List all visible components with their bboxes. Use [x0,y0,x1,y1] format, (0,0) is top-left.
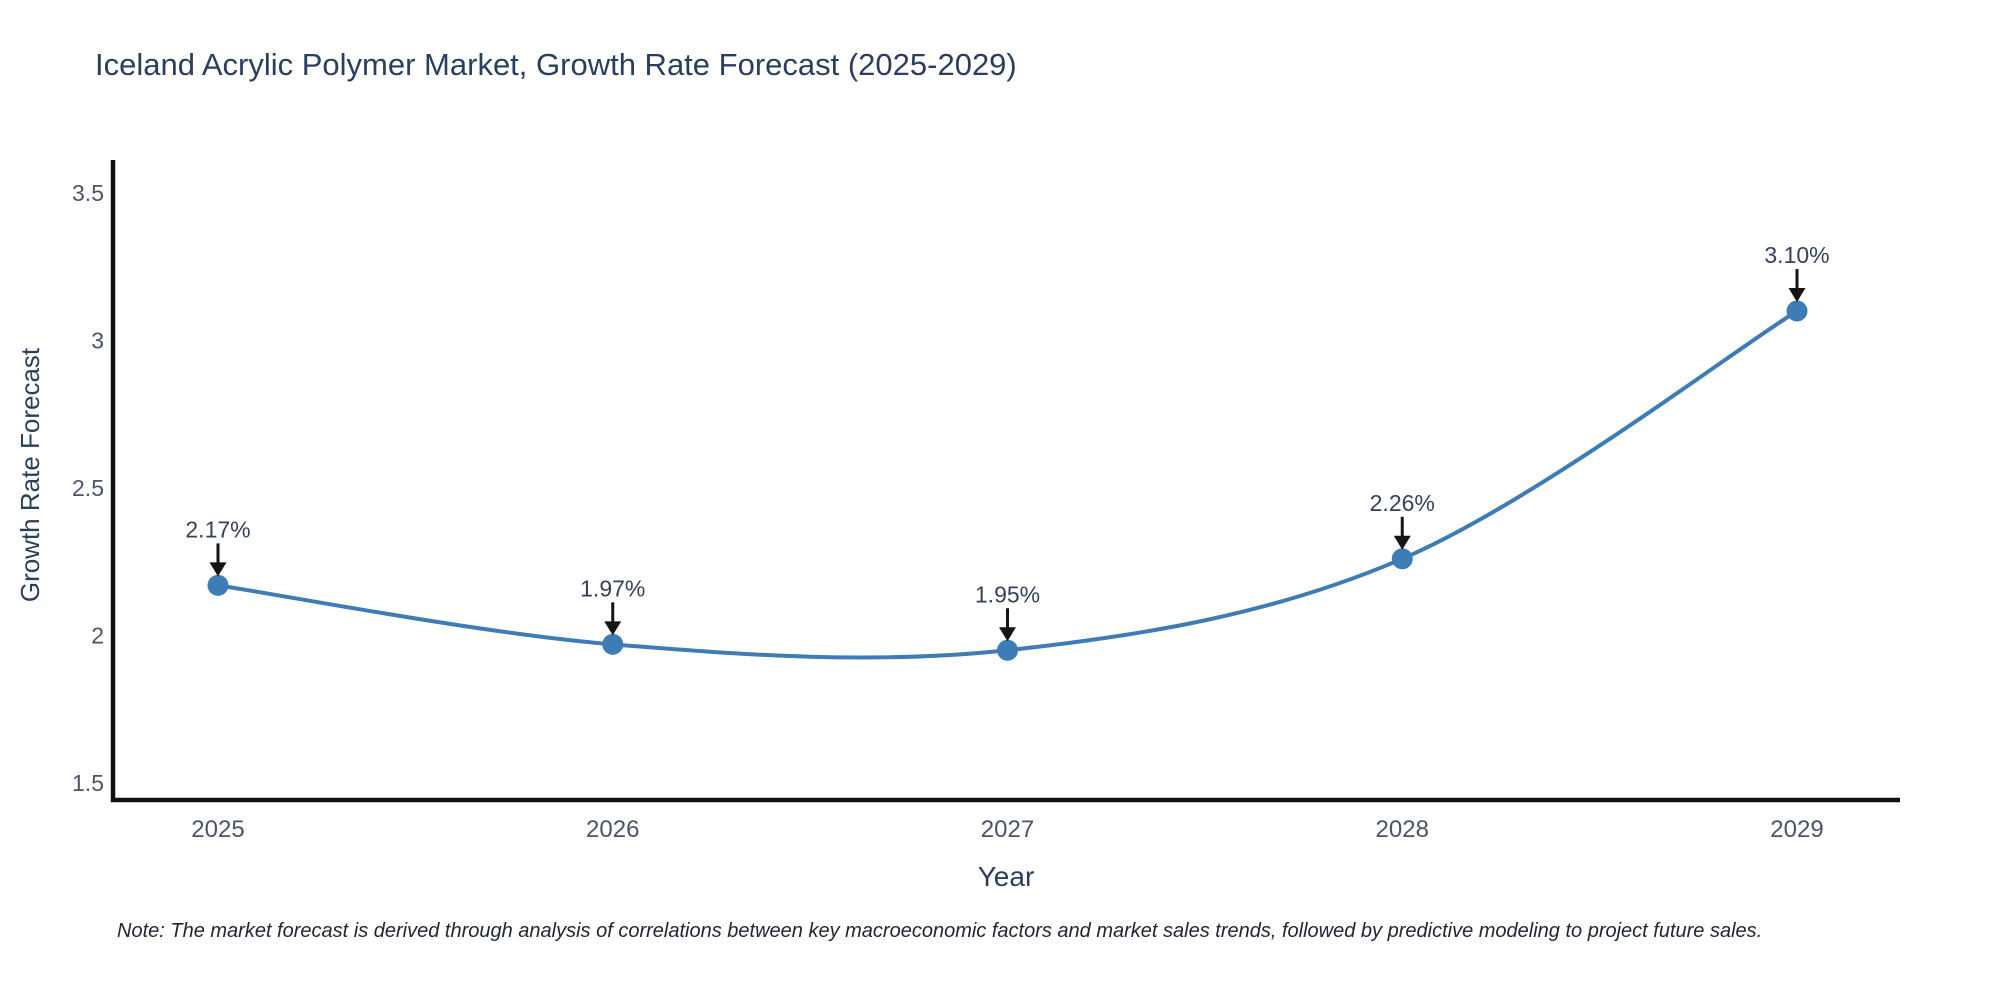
y-tick-label: 3.5 [72,180,104,206]
x-tick-label: 2027 [981,816,1034,843]
annotation-label: 2.17% [185,516,250,542]
y-tick-label: 2 [91,623,104,649]
annotation-arrow-head [1788,288,1806,302]
x-tick-label: 2028 [1376,816,1429,843]
y-axis-title: Growth Rate Forecast [15,347,45,603]
x-tick-label: 2025 [191,816,244,843]
y-tick-label: 3 [91,328,104,354]
y-tick-label: 2.5 [72,475,104,501]
chart-title: Iceland Acrylic Polymer Market, Growth R… [95,47,1017,82]
annotation-label: 2.26% [1370,490,1435,516]
annotation-label: 1.97% [580,575,645,601]
annotation-arrow-head [999,627,1016,642]
axis-lines [110,160,1900,803]
data-point-marker[interactable] [1391,548,1413,570]
data-point-marker[interactable] [602,633,624,655]
data-point-marker[interactable] [997,639,1018,661]
x-axis-title: Year [977,861,1035,892]
data-point-marker[interactable] [207,574,229,596]
x-tick-label: 2026 [586,816,639,843]
data-point-marker[interactable] [1786,300,1808,322]
annotation-label: 1.95% [975,581,1040,607]
annotation-arrow-head [1393,535,1411,550]
annotation-label: 3.10% [1764,242,1829,268]
x-tick-label: 2029 [1770,816,1823,843]
chart-note: Note: The market forecast is derived thr… [117,920,1763,942]
annotation-arrow-head [604,621,622,636]
annotation-arrow-head [209,562,227,577]
y-tick-label: 1.5 [72,770,104,796]
